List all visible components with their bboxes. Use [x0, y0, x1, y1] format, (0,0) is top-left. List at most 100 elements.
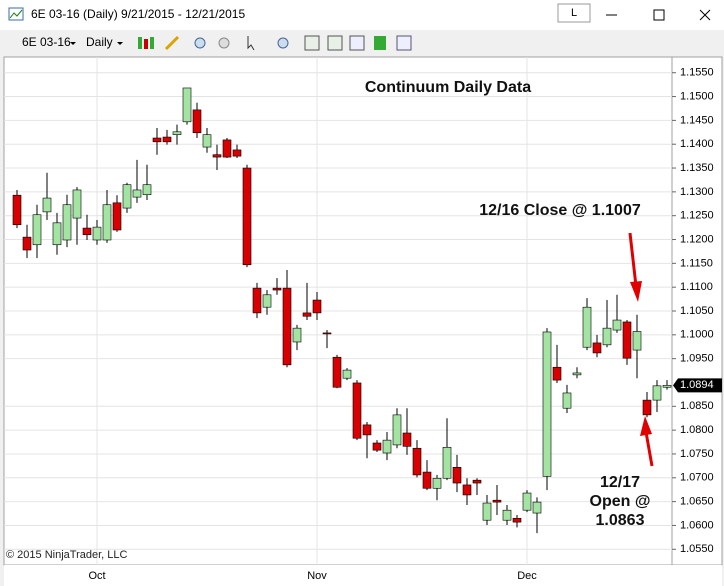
candle-body: [612, 319, 622, 331]
candle-body: [92, 226, 102, 241]
candle-body: [342, 369, 352, 379]
candle-body: [102, 204, 112, 241]
y-tick-label: 1.1300: [680, 186, 714, 198]
icon[interactable]: [277, 37, 289, 49]
candle-body: [382, 439, 392, 454]
toolbar-icons[interactable]: [138, 35, 412, 51]
maximize-button[interactable]: [653, 9, 665, 21]
last-price-marker: [673, 378, 722, 393]
candle-body: [202, 134, 212, 148]
candle-body: [132, 189, 142, 198]
last-price-label: 1.0894: [680, 379, 714, 391]
icon[interactable]: [138, 37, 142, 49]
candle-body: [552, 366, 562, 381]
x-tick-label: Oct: [88, 570, 105, 582]
candle-body: [52, 222, 62, 246]
candle-body: [12, 194, 22, 226]
dropdown-arrow: [70, 42, 76, 45]
candle-body: [332, 356, 342, 388]
candle-body: [322, 332, 332, 335]
copyright: © 2015 NinjaTrader, LLC: [6, 549, 127, 561]
candle-body: [602, 327, 612, 346]
interval-selector[interactable]: Daily: [86, 35, 113, 49]
y-tick-label: 1.0700: [680, 472, 714, 484]
icon[interactable]: [218, 37, 230, 49]
candle-body: [252, 287, 262, 314]
arrow: [644, 431, 654, 467]
candle-body: [532, 501, 542, 514]
y-tick-label: 1.1200: [680, 233, 714, 245]
icon[interactable]: [327, 35, 343, 51]
y-tick-label: 1.1000: [680, 329, 714, 341]
candle-body: [242, 167, 252, 266]
candle-body: [122, 184, 132, 209]
y-tick-label: 1.1150: [680, 257, 713, 269]
candle-body: [462, 484, 472, 496]
candle-body: [562, 392, 572, 409]
l-button-label[interactable]: L: [571, 7, 577, 19]
title-bar: [0, 0, 724, 30]
l-button[interactable]: [557, 3, 591, 23]
candle-body: [152, 137, 162, 143]
candle-body: [222, 139, 232, 158]
y-tick-label: 1.1050: [680, 305, 714, 317]
candle-body: [292, 327, 302, 343]
candle-body: [182, 87, 192, 123]
candle-body: [632, 331, 642, 351]
grid: [4, 57, 672, 565]
candles: [12, 87, 672, 534]
candle-body: [542, 331, 552, 477]
y-tick-label: 1.1250: [680, 210, 714, 222]
icon[interactable]: [144, 39, 148, 49]
candle-body: [582, 306, 592, 348]
icon[interactable]: [396, 35, 412, 51]
candle-body: [492, 499, 502, 503]
window-title: 6E 03-16 (Daily) 9/21/2015 - 12/21/2015: [31, 7, 245, 21]
candle-body: [282, 287, 292, 366]
candle-body: [472, 479, 482, 484]
y-tick-label: 1.0750: [680, 448, 714, 460]
instrument-selector[interactable]: 6E 03-16: [22, 35, 71, 49]
annotation: Open @: [590, 493, 651, 510]
candle-body: [212, 154, 222, 158]
candle-body: [192, 109, 202, 134]
candle-body: [652, 385, 662, 401]
y-tick-label: 1.1550: [680, 67, 714, 79]
candle-body: [372, 442, 382, 451]
candle-body: [412, 447, 422, 476]
candle-body: [302, 312, 312, 317]
candle-body: [72, 189, 82, 219]
candle-body: [482, 502, 492, 521]
x-tick-label: Dec: [517, 570, 537, 582]
candle-body: [512, 517, 522, 523]
icon[interactable]: [304, 35, 320, 51]
candle-body: [112, 202, 122, 231]
candle-body: [272, 287, 282, 291]
candle-body: [32, 214, 42, 246]
candle-body: [22, 236, 32, 251]
chart-title: Continuum Daily Data: [365, 79, 531, 96]
icon[interactable]: [164, 35, 180, 51]
y-tick-label: 1.1350: [680, 162, 714, 174]
icon[interactable]: [150, 37, 154, 49]
candle-body: [62, 204, 72, 241]
arrowhead: [640, 416, 652, 436]
annotation: 12/17: [600, 474, 640, 491]
candle-body: [642, 399, 652, 416]
candle-body: [452, 467, 462, 484]
y-tick-label: 1.0950: [680, 353, 714, 365]
icon[interactable]: [374, 36, 386, 50]
icon[interactable]: [194, 37, 206, 49]
annotation: 1.0863: [596, 512, 645, 529]
candle-body: [232, 149, 242, 157]
x-tick-label: Nov: [307, 570, 327, 582]
icon[interactable]: [349, 35, 365, 51]
y-tick-label: 1.0800: [680, 424, 714, 436]
x-axis-area: [4, 565, 722, 586]
icon[interactable]: [247, 36, 255, 51]
close-button[interactable]: [699, 9, 711, 21]
candle-body: [402, 432, 412, 447]
y-tick-label: 1.0850: [680, 400, 714, 412]
candle-body: [592, 342, 602, 354]
